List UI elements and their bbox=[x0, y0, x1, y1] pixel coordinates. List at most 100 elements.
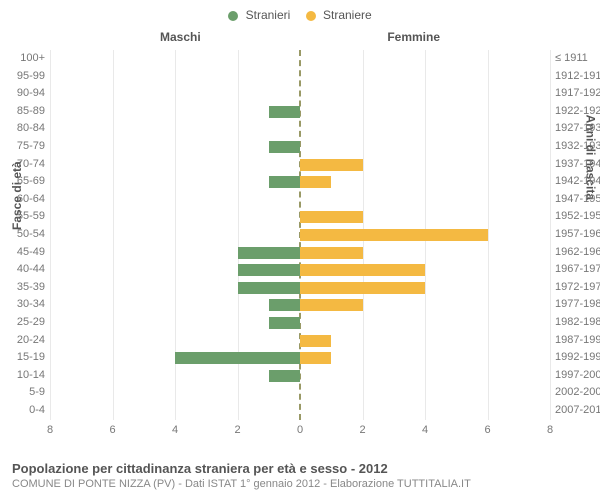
bar-female bbox=[300, 211, 363, 223]
table-row: 10-141997-2001 bbox=[50, 367, 550, 385]
bar-male bbox=[269, 299, 300, 311]
birth-year-label: 1962-1966 bbox=[555, 244, 600, 262]
x-tick-label: 6 bbox=[484, 424, 490, 436]
bar-male bbox=[269, 106, 300, 118]
table-row: 35-391972-1976 bbox=[50, 279, 550, 297]
bar-female bbox=[300, 282, 425, 294]
header-male: Maschi bbox=[160, 30, 201, 44]
chart: Maschi Femmine Fasce di età Anni di nasc… bbox=[50, 30, 550, 438]
birth-year-label: 1987-1991 bbox=[555, 332, 600, 350]
age-label: 10-14 bbox=[1, 367, 45, 385]
header-female: Femmine bbox=[387, 30, 440, 44]
legend-label-male: Stranieri bbox=[246, 8, 291, 22]
birth-year-label: 1937-1941 bbox=[555, 156, 600, 174]
age-label: 70-74 bbox=[1, 156, 45, 174]
bar-female bbox=[300, 264, 425, 276]
table-row: 20-241987-1991 bbox=[50, 332, 550, 350]
table-row: 50-541957-1961 bbox=[50, 226, 550, 244]
bar-male bbox=[269, 370, 300, 382]
x-tick-label: 2 bbox=[234, 424, 240, 436]
bar-male bbox=[238, 247, 301, 259]
bar-rows: 100+≤ 191195-991912-191690-941917-192185… bbox=[50, 50, 550, 420]
birth-year-label: 1932-1936 bbox=[555, 138, 600, 156]
bar-male bbox=[238, 282, 301, 294]
x-tick-label: 6 bbox=[109, 424, 115, 436]
birth-year-label: 1912-1916 bbox=[555, 68, 600, 86]
age-label: 20-24 bbox=[1, 332, 45, 350]
age-label: 5-9 bbox=[1, 384, 45, 402]
birth-year-label: 1972-1976 bbox=[555, 279, 600, 297]
birth-year-label: ≤ 1911 bbox=[555, 50, 600, 68]
table-row: 45-491962-1966 bbox=[50, 244, 550, 262]
birth-year-label: 1952-1956 bbox=[555, 208, 600, 226]
age-label: 45-49 bbox=[1, 244, 45, 262]
birth-year-label: 1927-1931 bbox=[555, 120, 600, 138]
x-tick-label: 4 bbox=[172, 424, 178, 436]
age-label: 75-79 bbox=[1, 138, 45, 156]
table-row: 25-291982-1986 bbox=[50, 314, 550, 332]
age-label: 15-19 bbox=[1, 349, 45, 367]
bar-female bbox=[300, 176, 331, 188]
table-row: 85-891922-1926 bbox=[50, 103, 550, 121]
birth-year-label: 1982-1986 bbox=[555, 314, 600, 332]
plot-area: 100+≤ 191195-991912-191690-941917-192185… bbox=[50, 50, 550, 420]
footer-title: Popolazione per cittadinanza straniera p… bbox=[12, 461, 588, 476]
age-label: 65-69 bbox=[1, 173, 45, 191]
age-label: 80-84 bbox=[1, 120, 45, 138]
legend-swatch-female bbox=[306, 11, 316, 21]
birth-year-label: 1997-2001 bbox=[555, 367, 600, 385]
gridline bbox=[550, 50, 551, 420]
bar-male bbox=[269, 317, 300, 329]
birth-year-label: 2007-2011 bbox=[555, 402, 600, 420]
legend-label-female: Straniere bbox=[323, 8, 372, 22]
legend-swatch-male bbox=[228, 11, 238, 21]
footer: Popolazione per cittadinanza straniera p… bbox=[12, 461, 588, 490]
bar-female bbox=[300, 352, 331, 364]
age-label: 50-54 bbox=[1, 226, 45, 244]
column-headers: Maschi Femmine bbox=[50, 30, 550, 50]
age-label: 40-44 bbox=[1, 261, 45, 279]
bar-male bbox=[269, 176, 300, 188]
age-label: 85-89 bbox=[1, 103, 45, 121]
age-label: 35-39 bbox=[1, 279, 45, 297]
bar-male bbox=[238, 264, 301, 276]
bar-male bbox=[175, 352, 300, 364]
table-row: 75-791932-1936 bbox=[50, 138, 550, 156]
legend-item-male: Stranieri bbox=[228, 8, 290, 22]
birth-year-label: 1967-1971 bbox=[555, 261, 600, 279]
footer-subtitle: COMUNE DI PONTE NIZZA (PV) - Dati ISTAT … bbox=[12, 478, 588, 490]
age-label: 0-4 bbox=[1, 402, 45, 420]
table-row: 0-42007-2011 bbox=[50, 402, 550, 420]
age-label: 95-99 bbox=[1, 68, 45, 86]
x-tick-label: 8 bbox=[547, 424, 553, 436]
table-row: 95-991912-1916 bbox=[50, 68, 550, 86]
age-label: 100+ bbox=[1, 50, 45, 68]
bar-female bbox=[300, 335, 331, 347]
bar-female bbox=[300, 299, 363, 311]
table-row: 5-92002-2006 bbox=[50, 384, 550, 402]
table-row: 65-691942-1946 bbox=[50, 173, 550, 191]
birth-year-label: 1947-1951 bbox=[555, 191, 600, 209]
birth-year-label: 1977-1981 bbox=[555, 296, 600, 314]
birth-year-label: 1917-1921 bbox=[555, 85, 600, 103]
table-row: 40-441967-1971 bbox=[50, 261, 550, 279]
age-label: 55-59 bbox=[1, 208, 45, 226]
bar-female bbox=[300, 159, 363, 171]
age-label: 30-34 bbox=[1, 296, 45, 314]
table-row: 70-741937-1941 bbox=[50, 156, 550, 174]
table-row: 15-191992-1996 bbox=[50, 349, 550, 367]
birth-year-label: 1957-1961 bbox=[555, 226, 600, 244]
legend-item-female: Straniere bbox=[306, 8, 372, 22]
age-label: 60-64 bbox=[1, 191, 45, 209]
birth-year-label: 1942-1946 bbox=[555, 173, 600, 191]
bar-female bbox=[300, 247, 363, 259]
birth-year-label: 1922-1926 bbox=[555, 103, 600, 121]
table-row: 55-591952-1956 bbox=[50, 208, 550, 226]
birth-year-label: 2002-2006 bbox=[555, 384, 600, 402]
bar-male bbox=[269, 141, 300, 153]
bar-female bbox=[300, 229, 488, 241]
table-row: 60-641947-1951 bbox=[50, 191, 550, 209]
table-row: 80-841927-1931 bbox=[50, 120, 550, 138]
age-label: 25-29 bbox=[1, 314, 45, 332]
birth-year-label: 1992-1996 bbox=[555, 349, 600, 367]
